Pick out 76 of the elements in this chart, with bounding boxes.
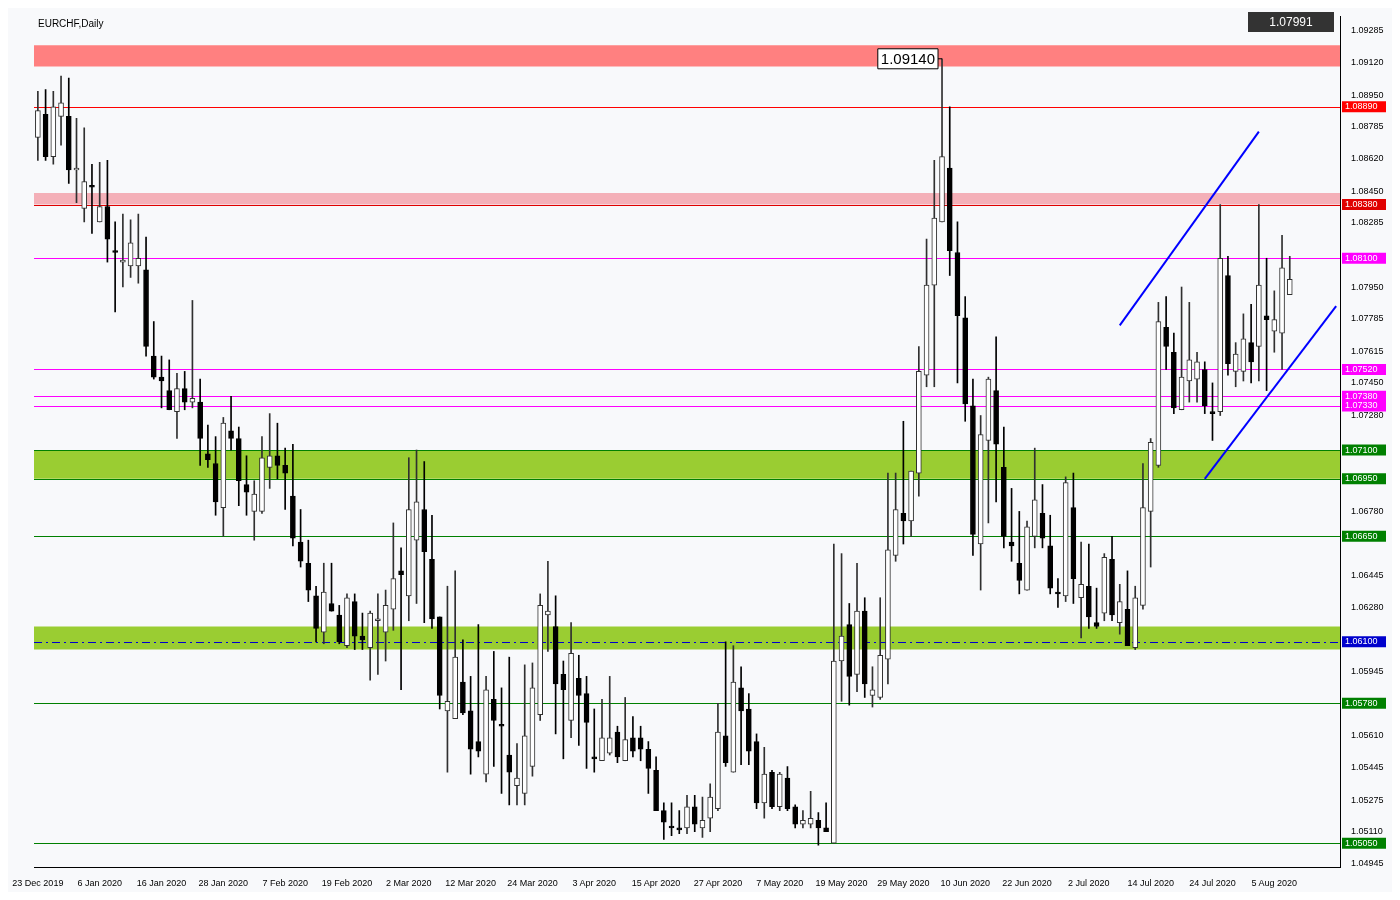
y-tick-label: 1.06280 bbox=[1351, 601, 1384, 612]
candlestick bbox=[1271, 290, 1278, 353]
ref-line-label: 1.06100 bbox=[1345, 636, 1378, 647]
x-tick-label: 24 Jul 2020 bbox=[1189, 878, 1236, 889]
x-tick-label: 12 Mar 2020 bbox=[445, 878, 496, 889]
x-tick-label: 23 Dec 2019 bbox=[12, 878, 64, 889]
candlestick bbox=[514, 743, 520, 806]
y-tick-label: 1.08285 bbox=[1351, 217, 1384, 228]
y-tick-label: 1.09120 bbox=[1351, 57, 1384, 68]
candlestick bbox=[266, 413, 273, 489]
candlestick bbox=[575, 654, 582, 746]
ref-line-label: 1.06950 bbox=[1345, 473, 1378, 484]
candlestick bbox=[1186, 302, 1193, 403]
y-tick-label: 1.07950 bbox=[1351, 281, 1384, 292]
x-tick-label: 24 Mar 2020 bbox=[507, 878, 558, 889]
ref-line-label: 1.05780 bbox=[1345, 697, 1378, 708]
y-tick-label: 1.09285 bbox=[1351, 25, 1384, 36]
candlestick bbox=[490, 651, 497, 767]
x-tick-label: 6 Jan 2020 bbox=[77, 878, 122, 889]
y-tick-label: 1.05945 bbox=[1351, 666, 1384, 677]
candlestick bbox=[1016, 511, 1023, 595]
x-tick-label: 16 Jan 2020 bbox=[136, 878, 187, 889]
x-tick-label: 28 Jan 2020 bbox=[198, 878, 249, 889]
ref-line-label: 1.07100 bbox=[1345, 444, 1378, 455]
ref-line-label: 1.07330 bbox=[1345, 400, 1378, 411]
x-tick-label: 10 Jun 2020 bbox=[940, 878, 990, 889]
y-tick-label: 1.07280 bbox=[1351, 410, 1384, 421]
candlestick bbox=[1078, 541, 1084, 639]
x-tick-label: 15 Apr 2020 bbox=[631, 878, 681, 889]
candlestick bbox=[375, 593, 381, 675]
y-tick-label: 1.05110 bbox=[1351, 826, 1383, 837]
y-tick-label: 1.08950 bbox=[1351, 89, 1384, 100]
candlestick bbox=[738, 666, 744, 765]
candlestick bbox=[506, 656, 513, 806]
y-tick-label: 1.06780 bbox=[1351, 505, 1384, 516]
chart-title: EURCHF,Daily bbox=[38, 18, 104, 30]
candlestick bbox=[282, 447, 288, 510]
candlestick bbox=[205, 424, 211, 468]
x-tick-label: 3 Apr 2020 bbox=[572, 878, 617, 889]
y-tick-label: 1.07450 bbox=[1351, 377, 1384, 388]
y-tick-label: 1.07785 bbox=[1351, 313, 1384, 324]
x-tick-label: 27 Apr 2020 bbox=[693, 878, 743, 889]
ref-line-label: 1.08100 bbox=[1345, 252, 1378, 263]
x-tick-label: 29 May 2020 bbox=[877, 878, 930, 889]
y-tick-label: 1.05445 bbox=[1351, 761, 1384, 772]
candlestick bbox=[228, 396, 234, 451]
x-tick-label: 22 Jun 2020 bbox=[1002, 878, 1052, 889]
ref-line-label: 1.07380 bbox=[1345, 390, 1378, 401]
candlestick bbox=[89, 163, 95, 234]
candlestick bbox=[606, 676, 613, 756]
ref-line-label: 1.05050 bbox=[1345, 837, 1378, 848]
x-tick-label: 2 Mar 2020 bbox=[386, 878, 432, 889]
y-tick-label: 1.08785 bbox=[1351, 121, 1384, 132]
ref-line-label: 1.08380 bbox=[1345, 199, 1378, 210]
x-tick-label: 19 May 2020 bbox=[815, 878, 868, 889]
y-tick-label: 1.07615 bbox=[1351, 345, 1384, 356]
y-tick-label: 1.04945 bbox=[1351, 857, 1384, 868]
x-tick-label: 5 Aug 2020 bbox=[1251, 878, 1298, 889]
y-tick-label: 1.06445 bbox=[1351, 570, 1384, 581]
x-tick-label: 2 Jul 2020 bbox=[1068, 878, 1110, 889]
candlestick bbox=[135, 213, 142, 284]
ref-line-label: 1.07520 bbox=[1345, 363, 1378, 374]
ref-line-label: 1.06650 bbox=[1345, 530, 1378, 541]
y-tick-label: 1.05275 bbox=[1351, 794, 1384, 805]
candlestick bbox=[58, 75, 64, 146]
candlestick bbox=[112, 221, 118, 313]
ref-line-label: 1.08890 bbox=[1345, 101, 1378, 112]
x-tick-label: 7 May 2020 bbox=[756, 878, 804, 889]
y-tick-label: 1.08620 bbox=[1351, 153, 1384, 163]
price-box: 1.07991 bbox=[1248, 12, 1334, 32]
x-tick-label: 7 Feb 2020 bbox=[262, 878, 308, 889]
x-tick-label: 14 Jul 2020 bbox=[1127, 878, 1174, 889]
annotation: 1.09140 bbox=[880, 49, 936, 67]
x-tick-label: 19 Feb 2020 bbox=[321, 878, 373, 889]
y-tick-label: 1.08450 bbox=[1351, 185, 1384, 196]
y-tick-label: 1.05610 bbox=[1351, 730, 1384, 741]
